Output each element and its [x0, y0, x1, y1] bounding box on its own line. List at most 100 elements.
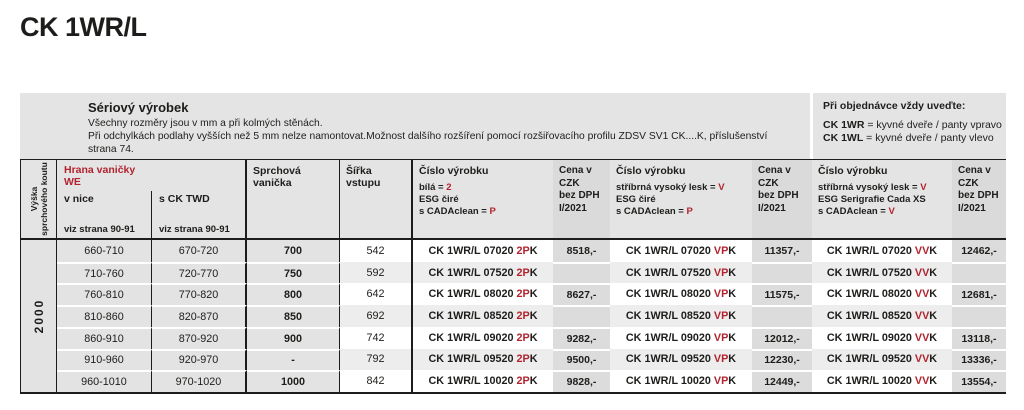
order-option-left: CK 1WL = kyvné dveře / panty vlevo	[823, 132, 1006, 145]
product-table: Sériový výrobek Všechny rozměry jsou v m…	[20, 93, 1006, 394]
cell-tray-width: 900	[247, 326, 340, 349]
cell-range-twd: 870-920	[152, 326, 247, 349]
cell-product-code-white: CK 1WR/L 10020 2P K	[413, 370, 553, 392]
spec-code-red: V	[920, 182, 927, 193]
cell-product-code-silver: CK 1WR/L 09020 VP K	[610, 326, 752, 349]
cell-range-twd: 820-870	[152, 305, 247, 327]
spec-label: bílá =	[419, 182, 447, 193]
cell-entry-width: 642	[340, 283, 413, 306]
product-spec: stříbrná vysoký lesk = V	[616, 182, 748, 194]
cell-entry-width: 542	[340, 240, 413, 262]
cell-range-niche: 760-810	[57, 283, 152, 306]
cell-product-code-white: CK 1WR/L 07520 2P K	[413, 261, 553, 284]
page-title: CK 1WR/L	[20, 12, 147, 42]
table-body: 2000 660-710 670-720 700 542 CK 1WR/L 07…	[20, 240, 1006, 394]
cell-product-code-white: CK 1WR/L 09520 2P K	[413, 348, 553, 371]
order-option-code: CK 1WR	[823, 119, 865, 131]
cell-tray-width: -	[247, 348, 340, 371]
product-spec: s CADAclean = V	[818, 206, 948, 218]
cell-product-code-silver: CK 1WR/L 07020 VP K	[610, 240, 752, 262]
cell-range-twd: 770-820	[152, 283, 247, 306]
spec-code-red: V	[718, 182, 725, 193]
cell-tray-width: 750	[247, 261, 340, 284]
cell-price-silver: 12230,-	[752, 348, 812, 371]
price-header-line: Cena v CZK	[758, 165, 791, 189]
cell-tray-width: 1000	[247, 370, 340, 392]
spec-label: ESG Serigrafie Cada XS	[818, 194, 926, 205]
cell-product-code-serigraphy: CK 1WR/L 09020 VV K	[812, 326, 952, 349]
product-spec: stříbrná vysoký lesk = V	[818, 182, 948, 194]
col-header-product-serigraphy: Číslo výrobku stříbrná vysoký lesk = V E…	[812, 160, 952, 238]
price-header-line: bez DPH	[559, 190, 600, 201]
series-product-info: Sériový výrobek Všechny rozměry jsou v m…	[20, 93, 790, 156]
cell-entry-width: 842	[340, 370, 413, 392]
info-line: Při odchylkách podlahy vyšších než 5 mm …	[88, 131, 768, 142]
order-note-heading: Při objednávce vždy uveďte:	[823, 100, 966, 112]
cell-entry-width: 742	[340, 326, 413, 349]
cell-entry-width: 692	[340, 305, 413, 327]
cell-price-silver: 12449,-	[752, 370, 812, 392]
cell-price-white: 9828,-	[553, 370, 610, 392]
cell-product-code-white: CK 1WR/L 07020 2P K	[413, 240, 553, 262]
product-col-title: Číslo výrobku	[616, 165, 686, 177]
cell-price-white	[553, 261, 610, 284]
order-note: Při objednávce vždy uveďte: CK 1WR = kyv…	[810, 93, 1006, 159]
spec-label: s CADAclean =	[616, 206, 687, 217]
spec-code-red: V	[888, 206, 895, 217]
spec-label: s CADAclean =	[419, 206, 490, 217]
cell-price-serigraphy	[952, 261, 1006, 284]
col-label: v nice	[64, 193, 94, 205]
price-header-line: Cena v CZK	[958, 165, 991, 189]
spec-code-red: 2	[446, 182, 452, 193]
product-col-title: Číslo výrobku	[818, 165, 888, 177]
spec-label: stříbrná vysoký lesk =	[818, 182, 921, 193]
product-spec: bílá = 2	[419, 182, 549, 194]
order-option-desc: = kyvné dveře / panty vpravo	[864, 119, 1002, 131]
cell-range-twd: 720-770	[152, 261, 247, 284]
cell-height-group: 2000	[21, 240, 57, 392]
height-label: Výška sprchového koutu	[29, 162, 49, 236]
col-header-product-white: Číslo výrobku bílá = 2 ESG čiré s CADAcl…	[413, 160, 553, 238]
cell-product-code-silver: CK 1WR/L 07520 VP K	[610, 261, 752, 284]
cell-price-silver	[752, 261, 812, 284]
cell-range-niche: 710-760	[57, 261, 152, 284]
cell-entry-width: 792	[340, 348, 413, 371]
price-header-line: Cena v CZK	[559, 165, 592, 189]
cell-price-serigraphy	[952, 305, 1006, 327]
cell-product-code-silver: CK 1WR/L 08020 VP K	[610, 283, 752, 306]
order-option-code: CK 1WL	[823, 132, 864, 144]
cell-product-code-serigraphy: CK 1WR/L 08520 VV K	[812, 305, 952, 327]
price-header-line: bez DPH	[758, 190, 799, 201]
product-spec: ESG čiré	[419, 194, 549, 206]
cell-tray-width: 700	[247, 240, 340, 262]
cell-product-code-serigraphy: CK 1WR/L 09520 VV K	[812, 348, 952, 371]
cell-price-white: 9282,-	[553, 326, 610, 349]
cell-range-twd: 920-970	[152, 348, 247, 371]
cell-price-silver: 12012,-	[752, 326, 812, 349]
cell-range-twd: 670-720	[152, 240, 247, 262]
col-header-price-3: Cena v CZK bez DPH I/2021	[952, 160, 1006, 238]
price-header-line: I/2021	[958, 202, 986, 214]
cell-product-code-silver: CK 1WR/L 09520 VP K	[610, 348, 752, 371]
col-header-price-1: Cena v CZK bez DPH I/2021	[553, 160, 610, 238]
price-header-line: bez DPH	[958, 190, 999, 201]
cell-range-niche: 660-710	[57, 240, 152, 262]
cell-product-code-serigraphy: CK 1WR/L 07520 VV K	[812, 261, 952, 284]
col-header-entry-width: Šířka vstupu	[340, 160, 413, 238]
cell-product-code-white: CK 1WR/L 08020 2P K	[413, 283, 553, 306]
cell-product-code-serigraphy: CK 1WR/L 07020 VV K	[812, 240, 952, 262]
spec-code-red: P	[686, 206, 693, 217]
info-heading: Sériový výrobek	[88, 100, 189, 115]
cell-range-niche: 960-1010	[57, 370, 152, 392]
col-header-product-silver: Číslo výrobku stříbrná vysoký lesk = V E…	[610, 160, 752, 238]
spec-code-red: P	[489, 206, 496, 217]
cell-price-white	[553, 305, 610, 327]
order-option-desc: = kyvné dveře / panty vlevo	[863, 132, 994, 144]
price-header-line: I/2021	[559, 202, 587, 214]
height-label-line: Výška	[28, 186, 39, 212]
product-spec: ESG čiré	[616, 194, 748, 206]
cell-entry-width: 592	[340, 261, 413, 284]
cell-range-niche: 910-960	[57, 348, 152, 371]
product-spec: ESG Serigrafie Cada XS	[818, 194, 948, 206]
